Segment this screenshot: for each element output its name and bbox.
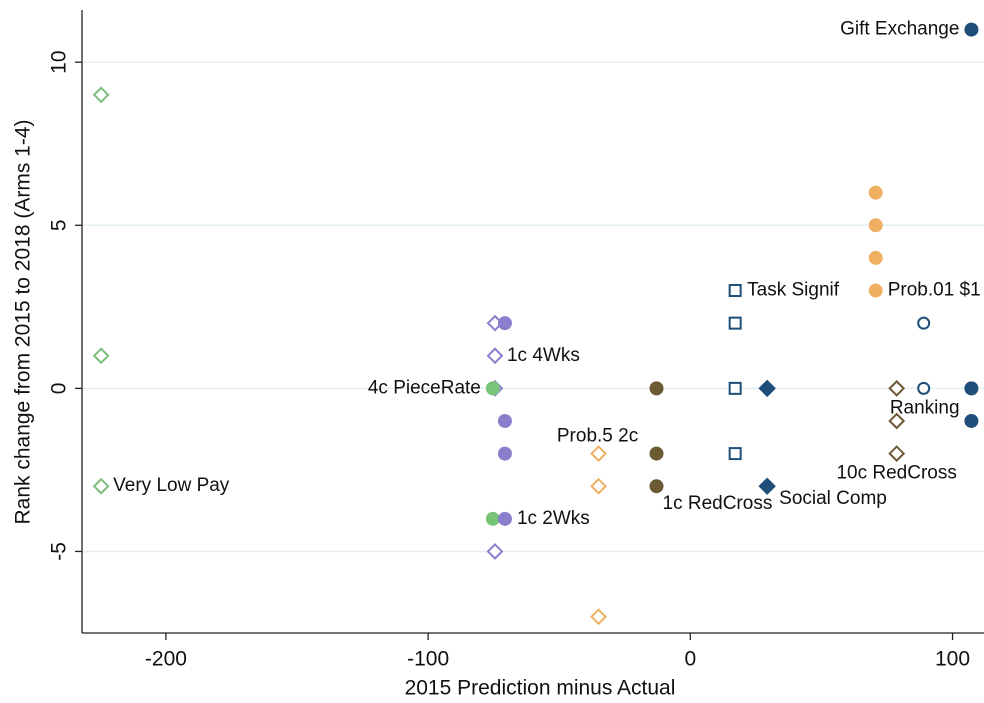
x-tick-label: -100	[407, 648, 449, 671]
point	[485, 381, 500, 396]
point	[590, 608, 607, 626]
point	[728, 284, 742, 298]
point	[590, 477, 607, 495]
point-label: 1c 2Wks	[517, 508, 590, 529]
point	[497, 446, 512, 461]
point	[964, 381, 979, 396]
point	[497, 511, 512, 526]
point-label: Prob.5 2c	[557, 426, 638, 447]
point-label: Gift Exchange	[840, 19, 959, 40]
point	[868, 185, 883, 200]
point	[868, 250, 883, 265]
point-label: Very Low Pay	[113, 475, 230, 496]
y-tick-label: -5	[48, 542, 71, 561]
point	[92, 477, 110, 495]
point	[649, 381, 664, 396]
point-label: 1c 4Wks	[507, 345, 580, 366]
point	[728, 316, 742, 330]
point	[758, 477, 776, 495]
point	[964, 413, 979, 428]
point	[964, 22, 979, 37]
point	[649, 479, 664, 494]
point	[497, 316, 512, 331]
point-label: 1c RedCross	[663, 493, 773, 514]
point-label: Task Signif	[747, 280, 840, 301]
x-tick-label: -200	[145, 648, 187, 671]
point	[728, 447, 742, 461]
x-axis-title: 2015 Prediction minus Actual	[405, 677, 676, 700]
point	[486, 347, 504, 365]
point	[486, 543, 504, 560]
point	[917, 316, 931, 330]
point-label: Social Comp	[779, 488, 887, 509]
point	[497, 413, 512, 428]
point	[868, 283, 883, 298]
point	[888, 379, 906, 397]
point-label: 10c RedCross	[836, 463, 956, 484]
point	[758, 379, 776, 398]
point-label: Ranking	[890, 397, 960, 418]
point-label: 4c PieceRate	[368, 377, 481, 398]
y-tick-label: 5	[48, 219, 71, 231]
x-tick-label: 100	[935, 648, 970, 671]
point	[649, 446, 664, 461]
point	[888, 412, 906, 430]
point	[590, 445, 607, 463]
point-label: Prob.01 $1	[888, 280, 981, 301]
y-tick-label: 0	[48, 383, 71, 395]
point	[888, 445, 906, 463]
point	[92, 347, 110, 365]
point	[728, 381, 742, 395]
y-tick-label: 10	[48, 51, 71, 74]
point	[92, 86, 110, 104]
point	[485, 511, 500, 526]
x-tick-label: 0	[684, 648, 696, 671]
point	[868, 218, 883, 233]
y-axis-title: Rank change from 2015 to 2018 (Arms 1-4)	[12, 119, 35, 524]
point	[917, 381, 931, 395]
